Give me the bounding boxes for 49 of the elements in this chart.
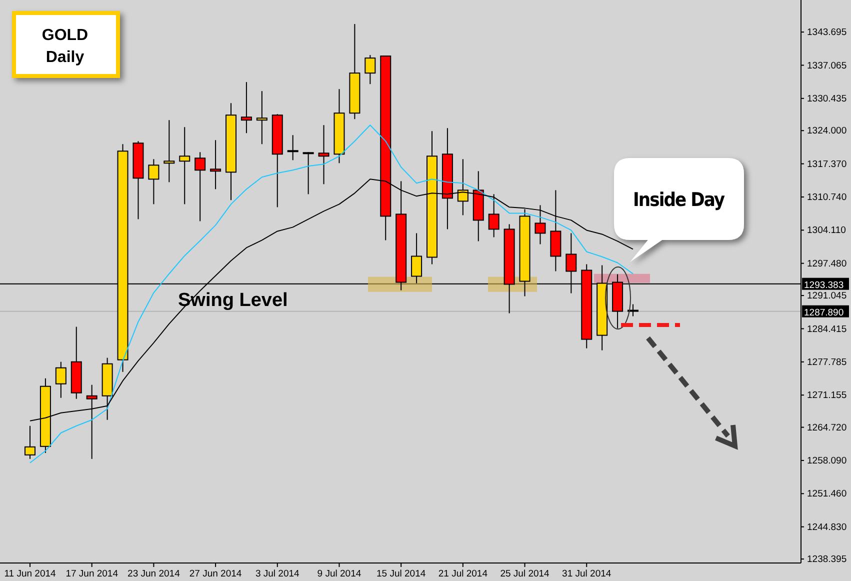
candlestick (194, 152, 206, 222)
y-tick-label: 1324.000 (807, 126, 847, 137)
x-tick-label: 15 Jul 2014 (376, 568, 426, 580)
candlestick (55, 361, 66, 398)
y-tick-label: 1337.065 (807, 60, 847, 72)
x-tick-label: 31 Jul 2014 (562, 568, 612, 580)
annotation: Inside Day (633, 189, 725, 211)
text: GOLD (42, 27, 88, 44)
y-tick-label: 1284.415 (807, 324, 847, 335)
text: Daily (46, 49, 84, 66)
y-tick-label: 1317.370 (807, 158, 847, 170)
y-tick-label: 1343.695 (807, 27, 847, 38)
y-tick-label: 1297.480 (807, 258, 847, 270)
x-tick-label: 3 Jul 2014 (255, 568, 300, 580)
candlestick (534, 204, 546, 245)
y-tick-label: 1258.090 (807, 456, 847, 466)
y-tick-label: 1310.740 (807, 192, 847, 204)
candlestick (488, 194, 500, 238)
candlestick (318, 124, 330, 185)
candlestick (287, 134, 298, 161)
x-tick-label: 23 Jun 2014 (128, 568, 180, 580)
candlestick (364, 54, 376, 85)
x-tick-label: 25 Jul 2014 (500, 568, 550, 580)
y-tick-label: 1304.110 (807, 225, 846, 236)
x-tick-label: 27 Jun 2014 (189, 568, 242, 580)
y-tick-label: 1271.155 (807, 390, 847, 402)
candlestick (24, 425, 36, 460)
y-tick-label: 1244.830 (807, 522, 847, 533)
y-tick-label: 1251.460 (807, 488, 847, 500)
y-tick-label: 1277.785 (807, 356, 847, 368)
candlestick (256, 90, 268, 145)
y-tick-label: 1330.435 (807, 93, 847, 104)
y-tick-label: 1238.395 (807, 554, 847, 566)
candlestick (179, 126, 190, 205)
y-tick-label: 1291.045 (807, 290, 847, 302)
ref-line-label: 1293.383 (804, 280, 844, 291)
candlestick (148, 158, 160, 205)
candlestick (240, 82, 252, 134)
x-tick-label: 17 Jun 2014 (66, 568, 118, 580)
candlestick (302, 152, 314, 195)
ref-line-label: 1287.890 (804, 307, 844, 318)
line-series (30, 124, 634, 464)
y-tick-label: 1264.720 (807, 422, 847, 434)
candlestick (210, 140, 222, 190)
candlestick (164, 120, 175, 183)
candlestick (628, 304, 638, 317)
x-tick-label: 9 Jul 2014 (317, 568, 362, 580)
x-tick-label: 21 Jul 2014 (438, 568, 488, 580)
x-tick-label: 11 Jun 2014 (4, 568, 56, 580)
